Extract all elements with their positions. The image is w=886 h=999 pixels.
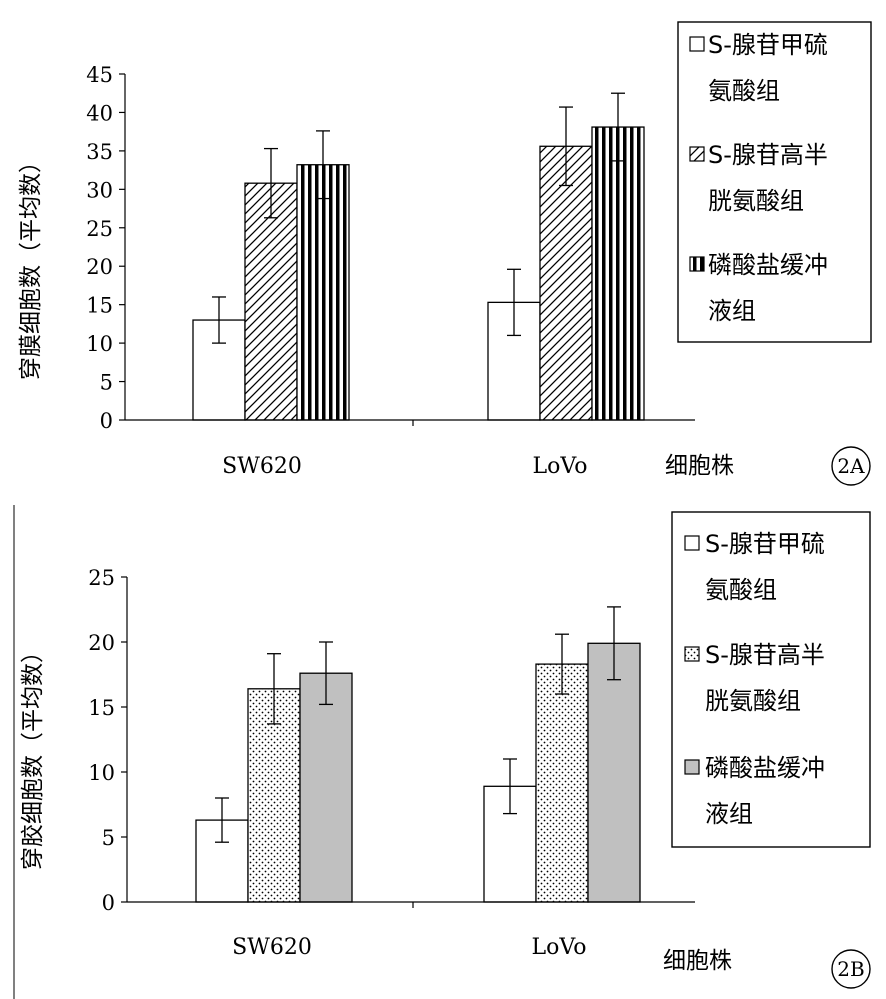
legend-swatch <box>689 256 705 272</box>
y-tick-label: 20 <box>88 631 115 655</box>
x-axis-label: 细胞株 <box>663 948 732 974</box>
y-axis-label: 穿胶细胞数（平均数） <box>20 640 46 870</box>
legend-entry-text: 磷酸盐缓冲 <box>708 251 828 279</box>
y-tick-label: 0 <box>100 409 113 433</box>
category-label: LoVo <box>533 454 588 479</box>
bar <box>299 672 353 903</box>
legend-entry-text: 液组 <box>708 297 756 325</box>
bar <box>535 663 589 903</box>
bar <box>539 145 593 421</box>
legend-entry-text: 液组 <box>705 800 753 828</box>
legend-entry-text: S-腺苷甲硫 <box>708 31 828 59</box>
bar <box>591 126 645 421</box>
legend-swatch <box>689 36 705 52</box>
y-tick-label: 10 <box>88 761 115 785</box>
bar <box>244 182 298 421</box>
y-tick-label: 10 <box>86 332 113 356</box>
y-tick-label: 35 <box>86 140 113 164</box>
y-tick-label: 5 <box>100 371 113 395</box>
panel-label-circle <box>831 949 871 989</box>
legend-entry-text: 磷酸盐缓冲 <box>705 754 825 782</box>
category-label: SW620 <box>222 454 302 479</box>
y-axis-ticks: 0 5 10 15 20 25 <box>88 566 127 915</box>
legend-entry-text: 胱氨酸组 <box>708 187 804 215</box>
y-tick-label: 25 <box>86 217 113 241</box>
panel-label: 2A <box>837 454 865 478</box>
legend-frame <box>677 21 872 343</box>
bar-group <box>192 92 645 421</box>
y-tick-label: 25 <box>88 566 115 590</box>
y-tick-label: 20 <box>86 255 113 279</box>
category-label: SW620 <box>232 935 312 960</box>
legend-entry-text: S-腺苷高半 <box>708 141 828 169</box>
legend-frame <box>671 511 871 848</box>
legend-entry-text: 胱氨酸组 <box>705 687 801 715</box>
y-tick-label: 15 <box>88 696 115 720</box>
legend-swatch <box>684 535 700 551</box>
bar <box>587 642 641 903</box>
bar-group <box>195 606 641 903</box>
category-label: LoVo <box>532 935 587 960</box>
x-axis-label: 细胞株 <box>665 453 734 479</box>
y-tick-label: 45 <box>86 63 113 87</box>
y-tick-label: 15 <box>86 294 113 318</box>
legend-entry-text: 氨酸组 <box>705 576 777 604</box>
legend-swatch <box>684 646 700 662</box>
y-axis-label: 穿膜细胞数（平均数） <box>18 150 44 380</box>
y-tick-label: 0 <box>102 891 115 915</box>
y-axis-ticks: 0 5 10 15 20 25 30 35 40 45 <box>86 63 125 433</box>
legend-entry-text: S-腺苷甲硫 <box>705 530 825 558</box>
legend-entry-text: S-腺苷高半 <box>705 641 825 669</box>
bar <box>296 164 350 421</box>
y-tick-label: 40 <box>86 101 113 125</box>
panel-2a: 穿膜细胞数（平均数） 0 5 10 15 20 25 30 35 40 45 SW620 LoVo… <box>18 21 872 486</box>
legend-swatch <box>689 146 705 162</box>
y-tick-label: 5 <box>102 826 115 850</box>
panel-label: 2B <box>837 957 864 981</box>
legend-entry-text: 氨酸组 <box>708 77 780 105</box>
panel-label-circle <box>831 446 871 486</box>
legend-swatch <box>684 759 700 775</box>
y-tick-label: 30 <box>86 178 113 202</box>
